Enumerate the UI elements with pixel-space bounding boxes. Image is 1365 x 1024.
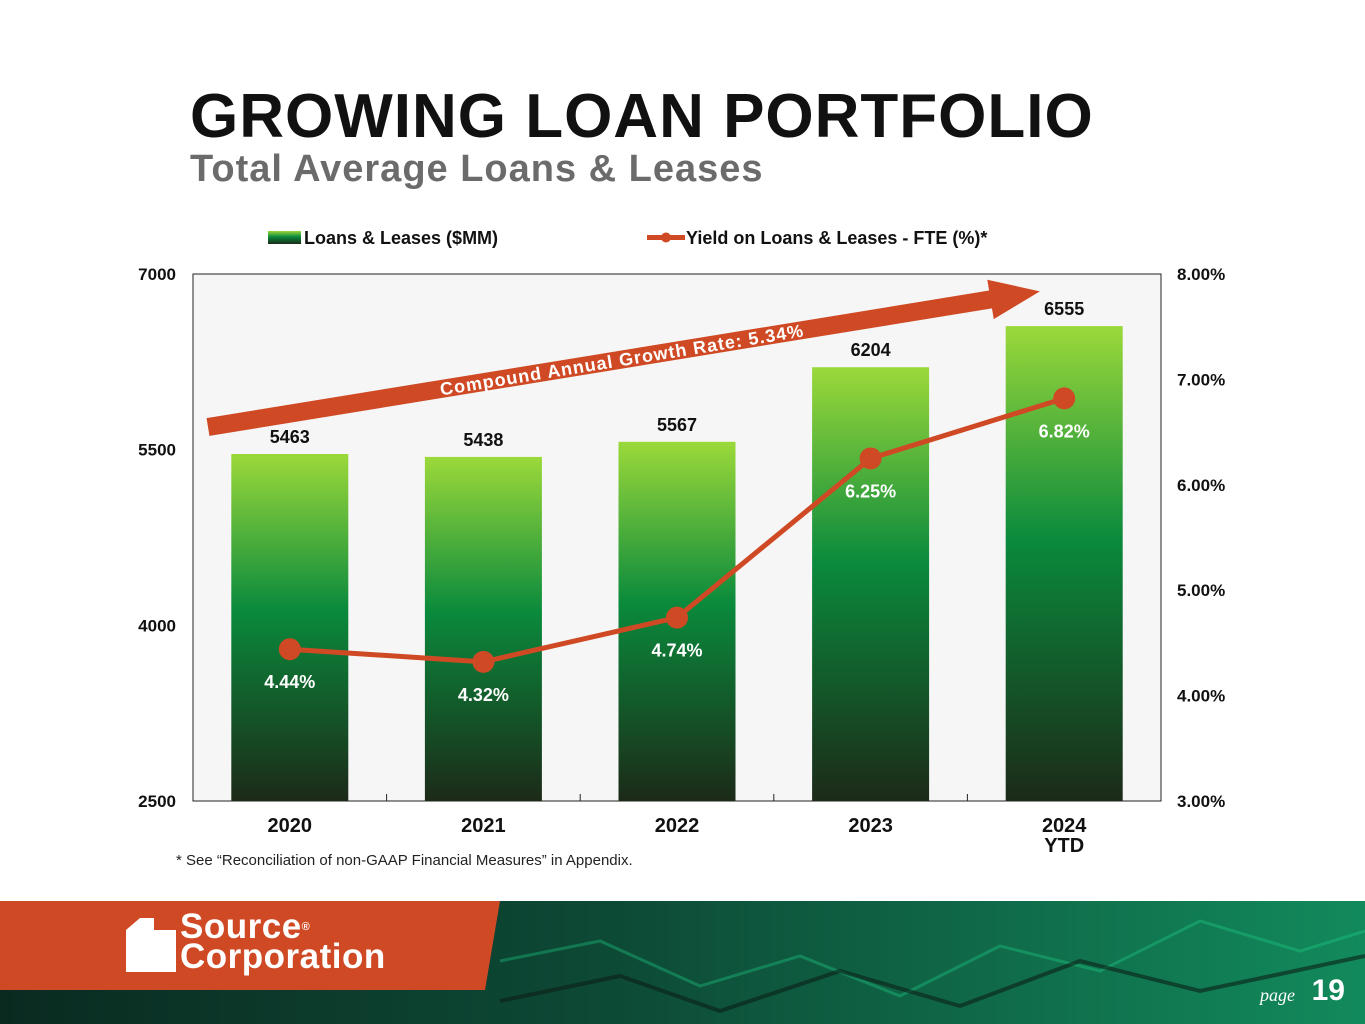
legend-swatch-marker [661,232,671,243]
logo-mark-icon [126,918,176,972]
yield-line-series: 4.44% 4.32% 4.74% 6.25% 6.82% [264,387,1090,705]
y-right-tick-2: 5.00% [1177,581,1225,600]
y-left-tick-0: 2500 [138,792,176,811]
footer-decoration [499,919,1365,1014]
y-right-tick-4: 7.00% [1177,370,1225,389]
cagr-arrow-shape [206,279,1040,436]
yield-value-label-2: 4.74% [651,641,702,661]
loan-portfolio-chart: Loans & Leases ($MM) Yield on Loans & Le… [138,228,1225,857]
bar-value-label-4: 6555 [1044,299,1084,319]
y-left-tick-2: 5500 [138,441,176,460]
logo-line-2: Corporation [180,937,386,976]
yield-value-label-3: 6.25% [845,481,896,501]
logo-line-1: Source [180,907,302,946]
x-tick-label-4-line-1: YTD [1044,835,1084,857]
yield-point-4 [1053,387,1076,410]
bar-value-label-0: 5463 [270,427,310,447]
legend-swatch-bars [268,231,301,244]
x-tick-label-4: 2024 [1042,815,1087,837]
chart-legend: Loans & Leases ($MM) Yield on Loans & Le… [268,228,987,248]
yield-value-label-1: 4.32% [458,685,509,705]
page-subtitle: Total Average Loans & Leases [190,148,764,190]
page-label: page [1260,985,1295,1005]
logo-registered: ® [301,921,311,933]
bar-3 [812,367,930,801]
bar-value-label-3: 6204 [851,340,891,360]
bar-value-label-1: 5438 [463,430,503,450]
chart-axes: 2500 4000 5500 7000 3.00% 4.00% 5.00% 6.00% 7.00… [138,265,1225,857]
legend-label-line: Yield on Loans & Leases - FTE (%)* [686,228,987,248]
bar-series: 5463 5438 5567 6204 6555 [231,299,1123,801]
y-right-tick-5: 8.00% [1177,265,1225,284]
y-right-tick-0: 3.00% [1177,792,1225,811]
y-right-tick-1: 4.00% [1177,687,1225,706]
footnote: * See “Reconciliation of non-GAAP Financ… [176,852,633,869]
x-tick-label-3: 2023 [848,815,893,837]
yield-value-label-0: 4.44% [264,672,315,692]
footer-logo-band [0,901,500,990]
x-tick-label-2: 2022 [655,815,700,837]
page-title: GROWING LOAN PORTFOLIO [190,82,1094,151]
legend-label-bars: Loans & Leases ($MM) [304,228,498,248]
page-number: 19 [1311,974,1345,1007]
x-tick-label-0: 2020 [268,815,313,837]
bar-value-label-2: 5567 [657,415,697,435]
logo-wordmark: Source® Corporation [180,909,386,976]
bar-1 [424,456,542,801]
bar-0 [231,453,349,801]
yield-point-1 [472,650,495,673]
y-left-tick-1: 4000 [138,616,176,635]
yield-point-0 [278,638,301,661]
yield-value-label-4: 6.82% [1039,421,1090,441]
yield-point-3 [859,447,882,470]
yield-point-2 [666,606,688,629]
x-tick-label-1: 2021 [461,815,506,837]
y-right-tick-3: 6.00% [1177,476,1225,495]
y-left-tick-3: 7000 [138,265,176,284]
